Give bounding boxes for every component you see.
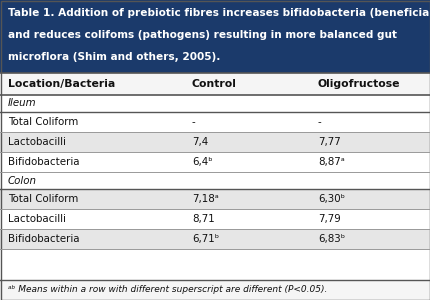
Text: and reduces colifoms (pathogens) resulting in more balanced gut: and reduces colifoms (pathogens) resulti… bbox=[8, 30, 397, 40]
Bar bbox=[0, 0, 430, 73]
Text: -: - bbox=[192, 117, 196, 127]
Text: 7,18ᵃ: 7,18ᵃ bbox=[192, 194, 219, 204]
Text: 6,71ᵇ: 6,71ᵇ bbox=[192, 234, 219, 244]
Text: Control: Control bbox=[192, 79, 237, 89]
Bar bbox=[0, 249, 430, 280]
Bar bbox=[0, 95, 430, 112]
Text: 6,4ᵇ: 6,4ᵇ bbox=[192, 157, 212, 167]
Bar bbox=[0, 73, 430, 95]
Bar bbox=[0, 152, 430, 172]
Text: microflora (Shim and others, 2005).: microflora (Shim and others, 2005). bbox=[8, 52, 220, 62]
Text: -: - bbox=[318, 117, 322, 127]
Text: Bifidobacteria: Bifidobacteria bbox=[8, 234, 80, 244]
Bar bbox=[0, 189, 430, 209]
Text: Total Coliform: Total Coliform bbox=[8, 194, 78, 204]
Text: 6,30ᵇ: 6,30ᵇ bbox=[318, 194, 345, 204]
Text: Bifidobacteria: Bifidobacteria bbox=[8, 157, 80, 167]
Text: Lactobacilli: Lactobacilli bbox=[8, 137, 66, 147]
Text: 6,83ᵇ: 6,83ᵇ bbox=[318, 234, 345, 244]
Bar bbox=[0, 172, 430, 189]
Bar bbox=[0, 112, 430, 132]
Bar bbox=[0, 280, 430, 300]
Bar bbox=[0, 229, 430, 249]
Bar bbox=[0, 209, 430, 229]
Text: 7,79: 7,79 bbox=[318, 214, 341, 224]
Text: ᵃᵇ Means within a row with different superscript are different (P<0.05).: ᵃᵇ Means within a row with different sup… bbox=[8, 286, 327, 295]
Bar bbox=[0, 132, 430, 152]
Text: Total Coliform: Total Coliform bbox=[8, 117, 78, 127]
Text: 8,87ᵃ: 8,87ᵃ bbox=[318, 157, 345, 167]
Text: Table 1. Addition of prebiotic fibres increases bifidobacteria (beneficial): Table 1. Addition of prebiotic fibres in… bbox=[8, 8, 430, 18]
Text: 7,77: 7,77 bbox=[318, 137, 341, 147]
Text: 7,4: 7,4 bbox=[192, 137, 208, 147]
Text: Lactobacilli: Lactobacilli bbox=[8, 214, 66, 224]
Text: 8,71: 8,71 bbox=[192, 214, 215, 224]
Text: Location/Bacteria: Location/Bacteria bbox=[8, 79, 115, 89]
Text: Oligofructose: Oligofructose bbox=[318, 79, 400, 89]
Text: Colon: Colon bbox=[8, 176, 37, 185]
Text: Ileum: Ileum bbox=[8, 98, 37, 109]
